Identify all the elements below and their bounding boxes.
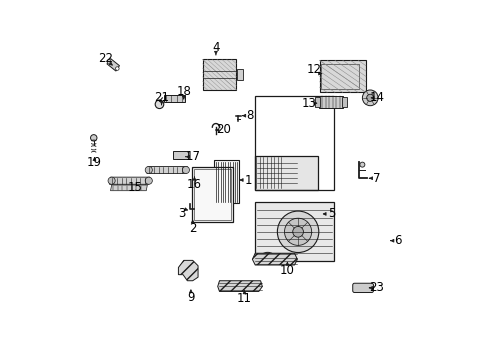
Circle shape bbox=[284, 218, 311, 246]
Text: 22: 22 bbox=[98, 52, 112, 65]
Bar bbox=[315, 97, 319, 107]
Circle shape bbox=[362, 90, 377, 106]
Bar bbox=[319, 60, 365, 93]
Polygon shape bbox=[107, 59, 119, 71]
Polygon shape bbox=[217, 281, 262, 292]
Text: 13: 13 bbox=[301, 97, 316, 110]
Circle shape bbox=[90, 135, 97, 141]
Polygon shape bbox=[110, 185, 147, 191]
Polygon shape bbox=[178, 260, 198, 281]
Circle shape bbox=[182, 166, 189, 174]
Text: 7: 7 bbox=[372, 172, 380, 185]
Polygon shape bbox=[252, 253, 297, 265]
Circle shape bbox=[155, 100, 163, 109]
Bar bbox=[236, 69, 243, 80]
Text: 17: 17 bbox=[185, 150, 200, 163]
Text: 21: 21 bbox=[154, 91, 169, 104]
FancyBboxPatch shape bbox=[352, 283, 373, 293]
Text: 11: 11 bbox=[237, 292, 251, 305]
Bar bbox=[164, 95, 185, 103]
Bar bbox=[319, 96, 342, 108]
Text: 15: 15 bbox=[128, 181, 142, 194]
Text: 19: 19 bbox=[87, 156, 102, 169]
Text: 5: 5 bbox=[327, 207, 335, 220]
Text: 1: 1 bbox=[244, 174, 251, 186]
Circle shape bbox=[366, 94, 373, 102]
Circle shape bbox=[145, 177, 152, 184]
Text: 8: 8 bbox=[245, 109, 253, 122]
Bar bbox=[172, 151, 187, 159]
Text: 12: 12 bbox=[306, 63, 321, 76]
Bar bbox=[202, 59, 236, 90]
Bar bbox=[194, 169, 230, 220]
Bar bbox=[255, 156, 317, 190]
Circle shape bbox=[107, 60, 110, 63]
Circle shape bbox=[292, 226, 303, 237]
Text: 4: 4 bbox=[212, 41, 219, 54]
Circle shape bbox=[277, 211, 318, 252]
Polygon shape bbox=[109, 177, 149, 184]
Text: 2: 2 bbox=[188, 222, 196, 235]
Text: 10: 10 bbox=[279, 264, 294, 276]
Text: 9: 9 bbox=[187, 291, 194, 305]
Circle shape bbox=[108, 177, 115, 184]
Bar bbox=[191, 167, 232, 222]
Text: 3: 3 bbox=[178, 207, 185, 220]
Bar bbox=[213, 160, 239, 203]
Text: 20: 20 bbox=[215, 123, 230, 136]
Bar bbox=[255, 202, 333, 261]
Polygon shape bbox=[147, 166, 187, 174]
Bar bbox=[320, 64, 358, 89]
Circle shape bbox=[115, 67, 119, 70]
Circle shape bbox=[359, 162, 364, 167]
Circle shape bbox=[145, 166, 152, 174]
Text: 14: 14 bbox=[368, 91, 384, 104]
Text: 16: 16 bbox=[186, 178, 202, 191]
Text: 23: 23 bbox=[368, 282, 384, 294]
Bar bbox=[342, 97, 346, 107]
Text: 6: 6 bbox=[393, 234, 401, 247]
Text: 18: 18 bbox=[176, 85, 191, 98]
